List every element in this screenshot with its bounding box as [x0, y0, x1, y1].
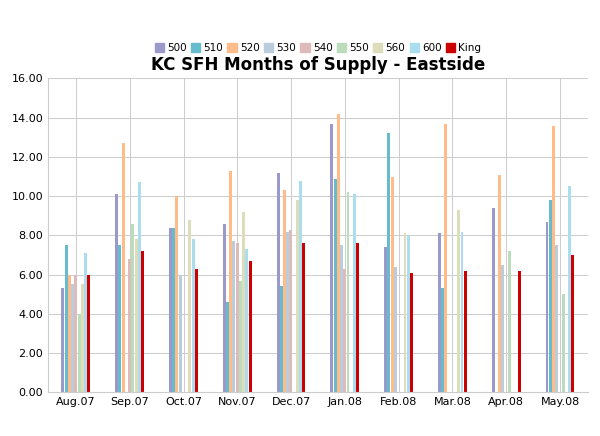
Bar	[81, 285, 84, 392]
Bar	[74, 275, 77, 392]
Bar	[394, 267, 397, 392]
Bar	[138, 182, 141, 392]
Bar	[457, 210, 460, 392]
Bar	[239, 281, 242, 392]
Bar	[438, 234, 441, 392]
Bar	[131, 224, 134, 392]
Bar	[388, 133, 391, 392]
Bar	[191, 239, 194, 392]
Bar	[236, 243, 239, 392]
Bar	[461, 232, 463, 392]
Bar	[128, 259, 131, 392]
Bar	[175, 196, 178, 392]
Bar	[441, 289, 444, 392]
Bar	[571, 255, 574, 392]
Bar	[71, 285, 74, 392]
Bar	[343, 269, 346, 392]
Bar	[549, 200, 551, 392]
Bar	[498, 174, 501, 392]
Bar	[508, 251, 511, 392]
Bar	[404, 234, 406, 392]
Bar	[340, 245, 343, 392]
Bar	[555, 245, 558, 392]
Bar	[552, 126, 555, 392]
Bar	[195, 269, 198, 392]
Bar	[407, 235, 410, 392]
Bar	[226, 302, 229, 392]
Bar	[169, 228, 172, 392]
Bar	[299, 181, 302, 392]
Bar	[391, 177, 394, 392]
Bar	[568, 187, 571, 392]
Bar	[384, 247, 387, 392]
Bar	[277, 173, 280, 392]
Bar	[242, 212, 245, 392]
Bar	[296, 200, 299, 392]
Bar	[172, 228, 175, 392]
Bar	[347, 192, 349, 392]
Bar	[518, 271, 521, 392]
Bar	[65, 245, 68, 392]
Bar	[248, 261, 251, 392]
Bar	[492, 208, 494, 392]
Bar	[179, 275, 182, 392]
Bar	[245, 249, 248, 392]
Bar	[356, 243, 359, 392]
Title: KC SFH Months of Supply - Eastside: KC SFH Months of Supply - Eastside	[151, 56, 485, 74]
Bar	[334, 178, 337, 392]
Bar	[134, 239, 137, 392]
Bar	[188, 220, 191, 392]
Bar	[118, 245, 121, 392]
Bar	[122, 143, 125, 392]
Bar	[229, 170, 232, 392]
Bar	[445, 124, 448, 392]
Bar	[410, 273, 413, 392]
Bar	[223, 224, 226, 392]
Bar	[61, 289, 64, 392]
Bar	[232, 242, 235, 392]
Bar	[289, 229, 292, 392]
Bar	[331, 124, 334, 392]
Legend: 500, 510, 520, 530, 540, 550, 560, 600, King: 500, 510, 520, 530, 540, 550, 560, 600, …	[155, 43, 481, 53]
Bar	[464, 271, 467, 392]
Bar	[280, 286, 283, 392]
Bar	[68, 275, 71, 392]
Bar	[286, 232, 289, 392]
Bar	[502, 265, 505, 392]
Bar	[337, 114, 340, 392]
Bar	[283, 190, 286, 392]
Bar	[84, 253, 87, 392]
Bar	[87, 275, 90, 392]
Bar	[545, 222, 548, 392]
Bar	[353, 194, 356, 392]
Bar	[115, 194, 118, 392]
Bar	[141, 251, 144, 392]
Bar	[562, 294, 565, 392]
Bar	[77, 314, 80, 392]
Bar	[302, 243, 305, 392]
